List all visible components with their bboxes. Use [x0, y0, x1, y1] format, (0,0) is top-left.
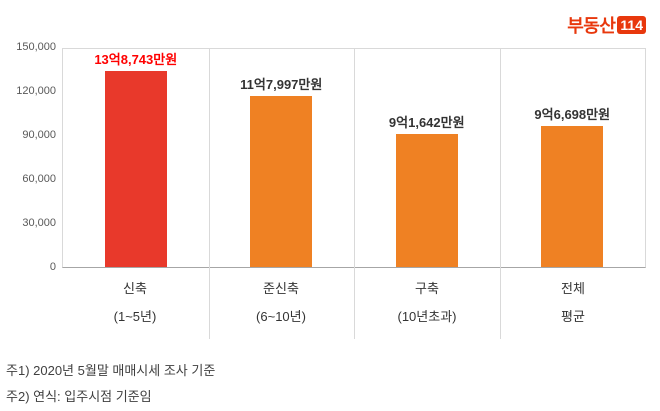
category-separator-gridline: [499, 49, 501, 339]
x-axis-category: 신축 (1~5년): [62, 278, 208, 325]
category-sublabel: (10년초과): [397, 309, 457, 324]
y-axis-tick: 0: [49, 261, 56, 273]
y-axis-tick: 30,000: [22, 217, 56, 229]
category-label: 준신축: [263, 281, 299, 296]
y-axis-tick: 120,000: [16, 85, 56, 97]
plot-area: 13억8,743만원 11억7,997만원 9억1,642만원 9억6,698만…: [62, 48, 646, 339]
category-separator-gridline: [208, 49, 210, 339]
category-sublabel: 평균: [561, 309, 585, 324]
y-axis-tick: 90,000: [22, 129, 56, 141]
category-label: 신축: [123, 281, 147, 296]
x-axis-category: 구축 (10년초과): [354, 278, 500, 325]
bar-value-label: 13억8,743만원: [94, 52, 178, 67]
footnotes: 주1) 2020년 5월말 매매시세 조사 기준 주2) 연식: 입주시점 기준…: [6, 360, 215, 411]
x-axis-category: 전체 평균: [500, 278, 646, 325]
category-sublabel: (6~10년): [256, 309, 306, 324]
bar-group-new: 13억8,743만원: [63, 49, 209, 267]
brand-logo: 부동산 114: [567, 12, 646, 38]
bar-group-old: 9억1,642만원: [354, 49, 500, 267]
brand-logo-text: 부동산: [567, 16, 616, 36]
bar-value-label: 11억7,997만원: [240, 76, 323, 92]
footnote-1: 주1) 2020년 5월말 매매시세 조사 기준: [6, 363, 216, 378]
y-axis-tick: 60,000: [22, 173, 56, 185]
brand-logo-badge: 114: [617, 16, 646, 34]
y-axis-tick: 150,000: [16, 41, 56, 53]
bar-seminew: [250, 95, 313, 267]
footnote-2: 주2) 연식: 입주시점 기준임: [6, 389, 152, 404]
bar-group-seminew: 11억7,997만원: [209, 49, 355, 267]
category-label: 전체: [561, 281, 585, 296]
bar-value-label: 9억1,642만원: [388, 114, 465, 130]
bar-group-average: 9억6,698만원: [500, 49, 646, 267]
x-axis-category: 준신축 (6~10년): [208, 278, 354, 325]
category-separator-gridline: [354, 49, 355, 339]
bar-new: [104, 71, 167, 267]
x-axis-labels: 신축 (1~5년) 준신축 (6~10년) 구축 (10년초과) 전체 평균: [62, 278, 646, 325]
category-label: 구축: [415, 281, 439, 296]
bar-average: [541, 126, 604, 267]
bar-value-label: 9억6,698만원: [534, 107, 611, 123]
category-sublabel: (1~5년): [113, 309, 157, 324]
bar-old: [395, 133, 458, 267]
